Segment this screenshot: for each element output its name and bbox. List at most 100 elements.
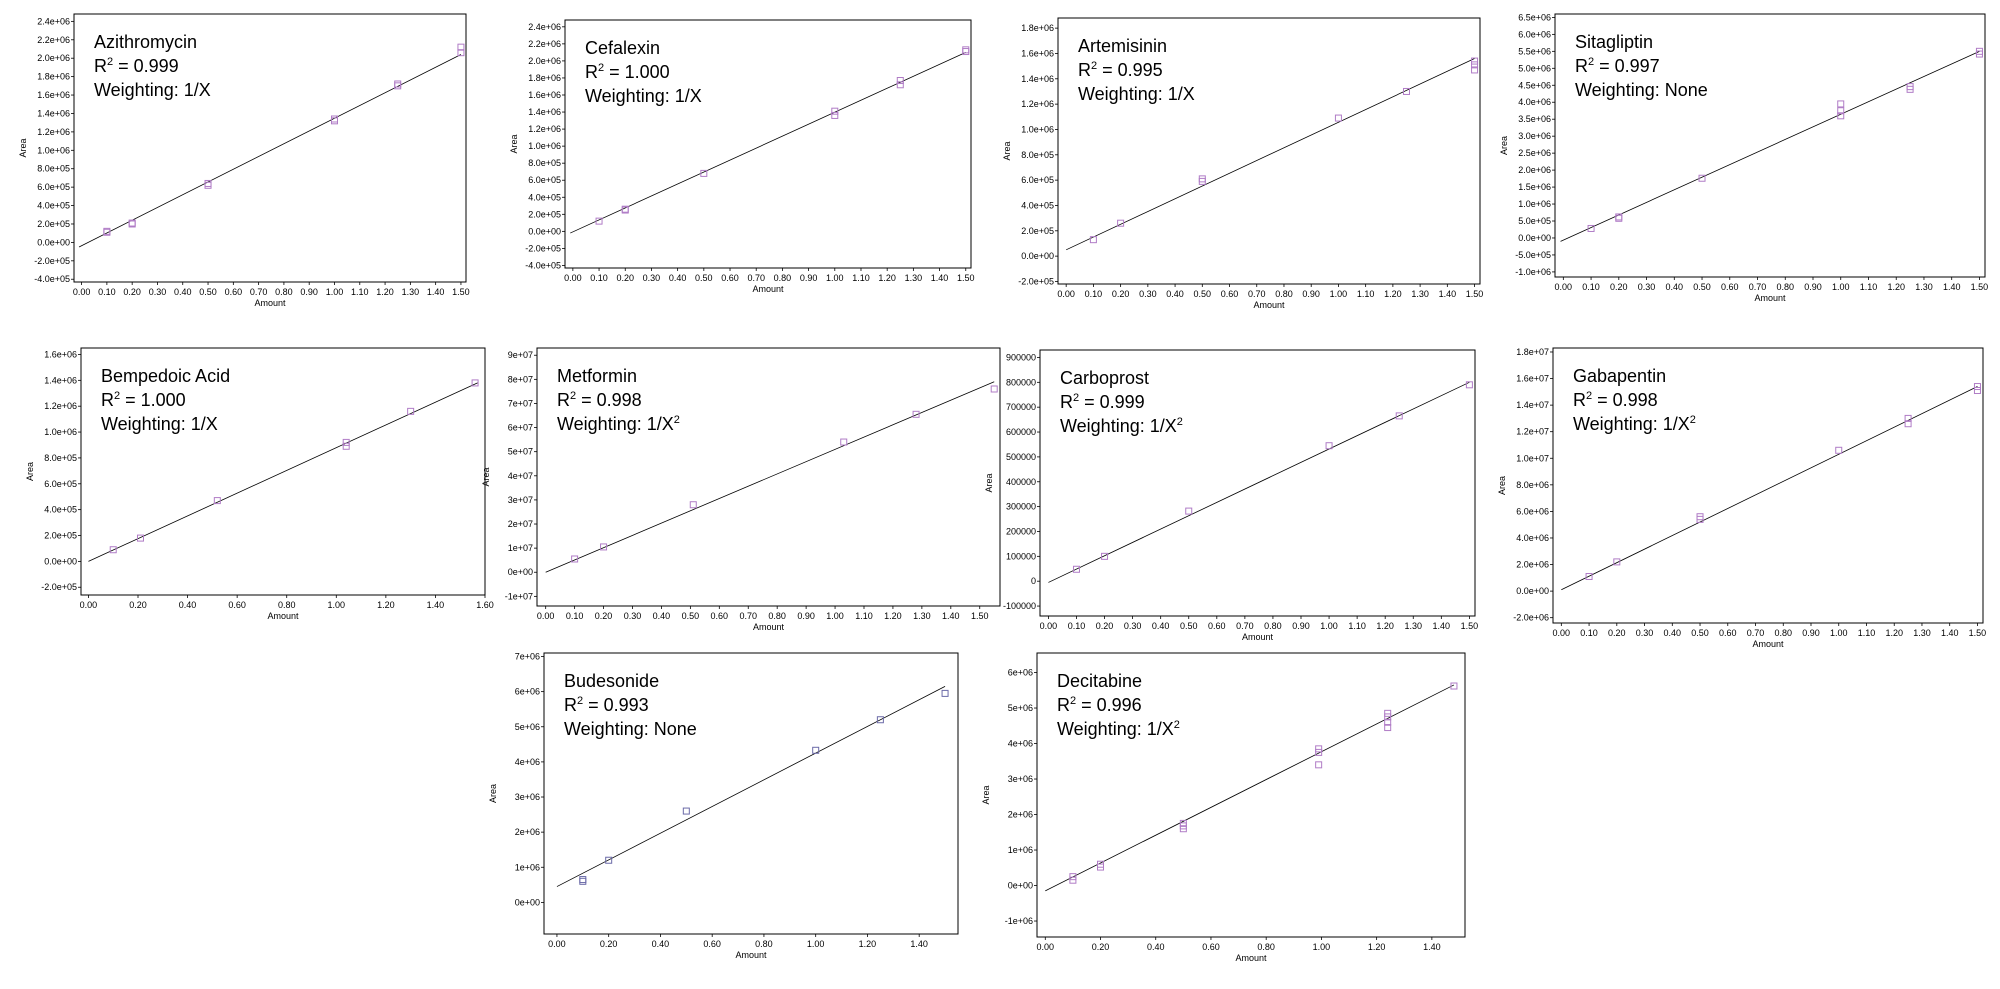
y-tick-label: 1.4e+06 <box>528 107 561 117</box>
chart-panel-sitagliptin: -1.0e+06 -5.0e+05 0.0e+00 5.0e+05 1.0e+06 1.5… <box>1490 10 2000 315</box>
compound-name: Budesonide <box>564 671 659 691</box>
data-point <box>571 555 579 563</box>
data-point <box>831 107 839 115</box>
data-point <box>876 716 884 724</box>
y-tick-label: 1.6e+06 <box>44 349 77 359</box>
x-tick-label: 1.30 <box>1404 621 1422 631</box>
chart-panel-carboprost: -100000 0 100000 200000 300000 400000 500000 60… <box>984 345 1490 645</box>
x-tick-label: 1.20 <box>859 939 877 949</box>
y-tick-label: 4e+06 <box>515 757 540 767</box>
data-point <box>1904 420 1912 428</box>
weighting-prefix: Weighting: 1/X <box>557 414 674 434</box>
r-squared-value: = 0.997 <box>1594 56 1660 76</box>
y-tick-label: 5e+06 <box>1008 703 1033 713</box>
weighting-label: Weighting: 1/X <box>585 86 702 106</box>
compound-name: Sitagliptin <box>1575 32 1653 52</box>
x-tick-label: 1.40 <box>1941 628 1959 638</box>
calibration-chart: -1e+06 0e+00 1e+06 2e+06 3e+06 4e+06 5e+06 6e+0… <box>981 652 1466 963</box>
data-point <box>1906 83 1914 91</box>
weighting-prefix: Weighting: 1/X <box>1573 414 1690 434</box>
x-tick-label: 1.20 <box>1887 282 1905 292</box>
r-squared-label: R2 = 0.998 <box>1573 390 1658 410</box>
r-squared-letter: R <box>1078 60 1091 80</box>
y-tick-label: 1e+06 <box>1008 845 1033 855</box>
x-tick-label: 0.70 <box>747 273 765 283</box>
weighting-label: Weighting: 1/X2 <box>1057 719 1180 739</box>
x-axis-label: Amount <box>1242 632 1274 642</box>
data-point <box>1837 107 1845 115</box>
r-squared-value: = 0.999 <box>113 56 179 76</box>
r-squared-label: R2 = 0.996 <box>1057 695 1142 715</box>
r-squared-value: = 0.995 <box>1097 60 1163 80</box>
chart-panel-bempedoic-acid: -2.0e+05 0.0e+00 2.0e+05 4.0e+05 6.0e+05 8.0e… <box>0 345 494 630</box>
x-tick-label: 0.20 <box>600 939 618 949</box>
x-axis-label: Amount <box>753 622 785 632</box>
y-tick-label: 1.6e+06 <box>37 90 70 100</box>
x-tick-label: 0.80 <box>755 939 773 949</box>
y-tick-label: 600000 <box>1006 427 1036 437</box>
plot-frame <box>536 347 1001 607</box>
x-tick-label: 1.40 <box>942 611 960 621</box>
x-tick-label: 1.30 <box>913 611 931 621</box>
chart-panel-artemisinin: -2.0e+05 0.0e+00 2.0e+05 4.0e+05 6.0e+05 8.0e… <box>985 14 1485 319</box>
regression-line <box>1560 50 1980 242</box>
x-tick-label: 0.40 <box>669 273 687 283</box>
calibration-chart: -100000 0 100000 200000 300000 400000 500000 60… <box>984 349 1479 642</box>
x-tick-label: 1.00 <box>1832 282 1850 292</box>
data-point <box>896 77 904 85</box>
y-tick-label: 0.0e+00 <box>44 556 77 566</box>
y-tick-label: 5e+07 <box>508 447 533 457</box>
data-point <box>1384 718 1392 726</box>
y-tick-label: 500000 <box>1006 452 1036 462</box>
y-tick-label: 4.0e+05 <box>44 505 77 515</box>
x-tick-label: 1.40 <box>1943 282 1961 292</box>
x-tick-label: 0.80 <box>275 287 293 297</box>
x-tick-label: 0.20 <box>123 287 141 297</box>
r-squared-superscript: 2 <box>1073 392 1079 404</box>
x-tick-label: 1.20 <box>377 600 395 610</box>
y-tick-label: 4.0e+05 <box>528 192 561 202</box>
x-tick-label: 0.40 <box>1166 289 1184 299</box>
y-tick-label: 5e+06 <box>515 722 540 732</box>
x-tick-label: 1.00 <box>328 600 346 610</box>
x-tick-label: 0.90 <box>797 611 815 621</box>
data-point <box>595 217 603 225</box>
x-tick-label: 0.80 <box>1275 289 1293 299</box>
x-tick-label: 1.40 <box>1433 621 1451 631</box>
r-squared-superscript: 2 <box>1070 695 1076 707</box>
y-tick-label: 4.0e+06 <box>1518 97 1551 107</box>
x-tick-label: 0.80 <box>1776 282 1794 292</box>
x-tick-label: 0.20 <box>1608 628 1626 638</box>
data-point <box>962 46 970 54</box>
x-tick-label: 0.40 <box>1666 282 1684 292</box>
r-squared-letter: R <box>1057 695 1070 715</box>
r-squared-label: R2 = 0.999 <box>94 56 179 76</box>
x-tick-label: 1.10 <box>1348 621 1366 631</box>
x-tick-label: 1.30 <box>1915 282 1933 292</box>
y-tick-label: 2.0e+06 <box>528 56 561 66</box>
x-tick-label: 0.30 <box>149 287 167 297</box>
data-point <box>912 410 920 418</box>
r-squared-superscript: 2 <box>1588 56 1594 68</box>
x-tick-label: 1.20 <box>1885 628 1903 638</box>
x-tick-label: 0.40 <box>653 611 671 621</box>
plot-frame <box>80 347 486 596</box>
y-tick-label: 100000 <box>1006 551 1036 561</box>
r-squared-superscript: 2 <box>114 390 120 402</box>
y-tick-label: 700000 <box>1006 402 1036 412</box>
chart-panel-azithromycin: -4.0e+05 -2.0e+05 0.0e+00 2.0e+05 4.0e+05 6.0… <box>0 13 480 308</box>
y-axis-label: Area <box>509 134 519 153</box>
y-tick-label: -4.0e+05 <box>34 274 70 284</box>
y-tick-label: 7e+07 <box>508 398 533 408</box>
x-tick-label: 1.50 <box>1461 621 1479 631</box>
r-squared-value: = 0.998 <box>1592 390 1658 410</box>
chart-panel-cefalexin: -4.0e+05 -2.0e+05 0.0e+00 2.0e+05 4.0e+05 6.0… <box>490 14 980 319</box>
y-tick-label: 4.0e+05 <box>37 201 70 211</box>
data-point <box>1975 47 1983 55</box>
y-tick-label: 8.0e+06 <box>1516 480 1549 490</box>
x-tick-label: 0.70 <box>1236 621 1254 631</box>
y-tick-label: 1.2e+07 <box>1516 427 1549 437</box>
regression-line <box>570 52 966 234</box>
weighting-label: Weighting: 1/X2 <box>557 414 680 434</box>
y-tick-label: 0.0e+00 <box>37 237 70 247</box>
